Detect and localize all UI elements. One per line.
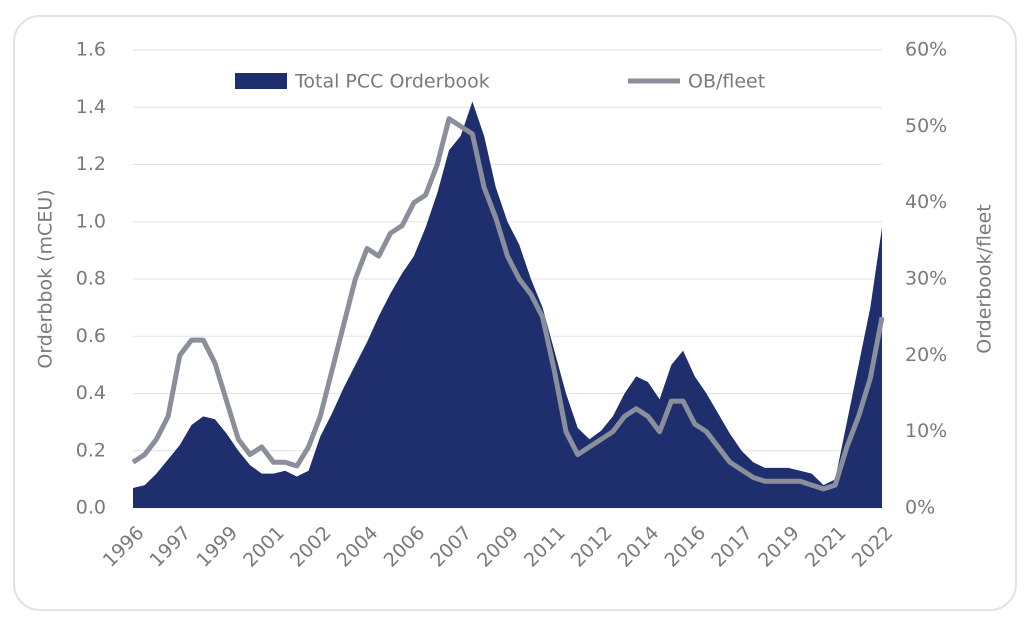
legend-label: OB/fleet — [688, 71, 765, 93]
y-tick-label: 1.2 — [76, 153, 106, 175]
y-tick-label: 0.4 — [76, 382, 106, 404]
y-tick-label: 0.6 — [76, 325, 106, 347]
y-tick-label: 1.6 — [76, 39, 106, 61]
y2-axis-label: Orderbook/fleet — [974, 204, 996, 354]
y2-tick-label: 0% — [905, 497, 935, 519]
y-axis-label: Orderbbok (mCEU) — [35, 189, 57, 368]
y2-tick-label: 30% — [905, 268, 947, 290]
y-tick-label: 0.8 — [76, 268, 106, 290]
y2-tick-label: 60% — [905, 39, 947, 61]
y2-tick-label: 50% — [905, 115, 947, 137]
y2-tick-label: 10% — [905, 420, 947, 442]
area — [133, 101, 882, 509]
line — [131, 116, 885, 492]
legend-swatch — [235, 73, 287, 89]
y-tick-label: 0.0 — [76, 497, 106, 519]
y2-tick-label: 20% — [905, 344, 947, 366]
legend-label: Total PCC Orderbook — [294, 71, 490, 93]
y-tick-label: 0.2 — [76, 439, 106, 461]
y-tick-label: 1.0 — [76, 210, 106, 232]
y2-tick-label: 40% — [905, 191, 947, 213]
y-tick-label: 1.4 — [76, 96, 106, 118]
